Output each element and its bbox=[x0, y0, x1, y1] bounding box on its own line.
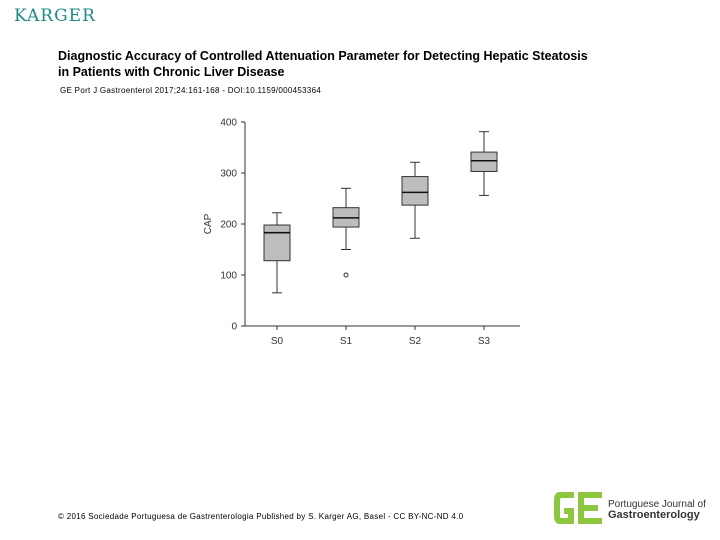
y-tick-label: 300 bbox=[220, 169, 237, 180]
copyright-notice: © 2016 Sociedade Portuguesa de Gastrente… bbox=[58, 512, 464, 521]
title-line-1: Diagnostic Accuracy of Controlled Attenu… bbox=[58, 49, 588, 63]
y-tick-label: 0 bbox=[231, 322, 237, 333]
karger-logo: KARGER bbox=[14, 6, 96, 26]
journal-name-line-2: Gastroenterology bbox=[608, 509, 700, 521]
figure-title: Diagnostic Accuracy of Controlled Attenu… bbox=[58, 48, 678, 80]
chart-axes: 0 100 200 300 400 S0 S1 S2 S3 bbox=[220, 118, 520, 347]
x-tick-label: S3 bbox=[478, 336, 491, 347]
box-s1 bbox=[332, 187, 360, 278]
x-tick-label: S0 bbox=[271, 336, 284, 347]
x-tick-label: S2 bbox=[409, 336, 422, 347]
y-axis-label: CAP bbox=[203, 213, 214, 234]
iqr-box bbox=[401, 176, 429, 206]
ge-logo-mark-icon bbox=[554, 492, 602, 524]
box-s3 bbox=[470, 131, 498, 196]
box-s2 bbox=[401, 161, 429, 239]
journal-logo: Portuguese Journal of Gastroenterology bbox=[552, 488, 712, 528]
iqr-box bbox=[470, 151, 498, 172]
y-tick-label: 400 bbox=[220, 118, 237, 129]
box-s0 bbox=[263, 212, 291, 294]
outlier-point bbox=[343, 272, 349, 278]
y-tick-label: 200 bbox=[220, 220, 237, 231]
chart-boxes bbox=[263, 131, 498, 294]
x-tick-label: S1 bbox=[340, 336, 353, 347]
journal-name-line-1: Portuguese Journal of bbox=[608, 499, 706, 510]
citation: GE Port J Gastroenterol 2017;24:161-168 … bbox=[60, 86, 322, 95]
iqr-box bbox=[263, 224, 291, 262]
y-tick-label: 100 bbox=[220, 271, 237, 282]
title-line-2: in Patients with Chronic Liver Disease bbox=[58, 65, 285, 79]
